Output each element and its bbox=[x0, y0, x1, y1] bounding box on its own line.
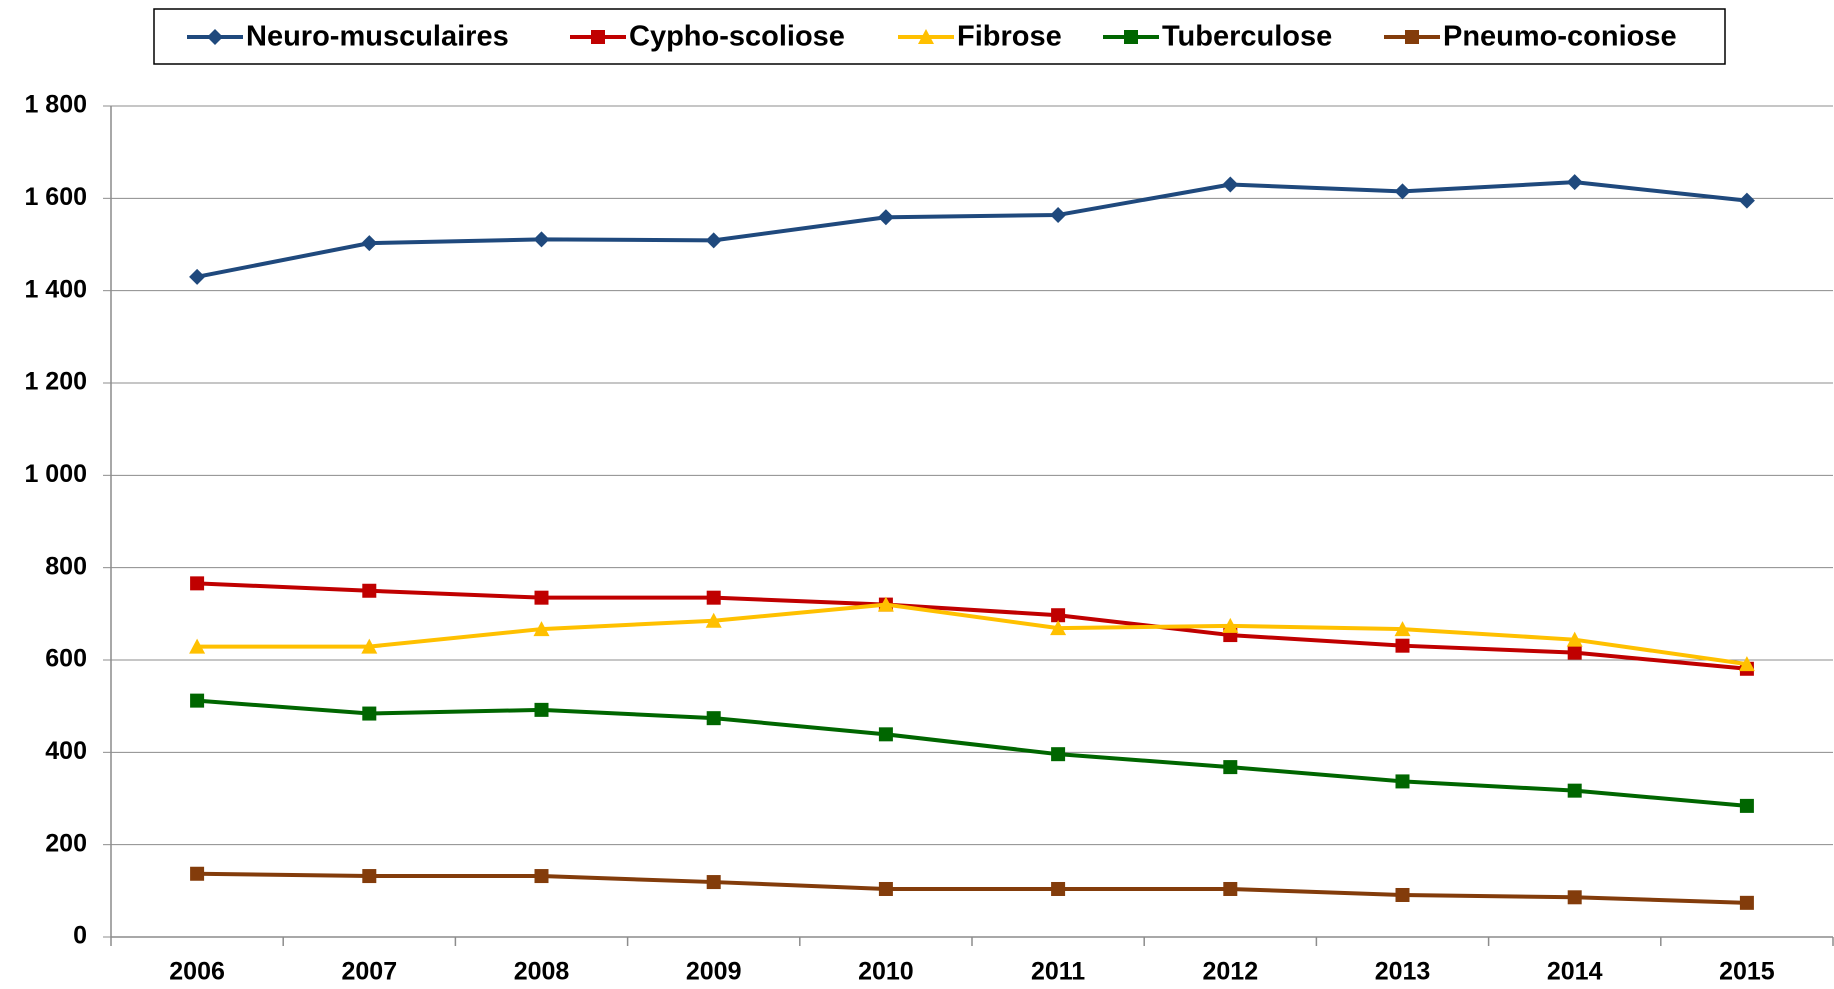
y-tick-label: 400 bbox=[45, 737, 87, 765]
data-point bbox=[1567, 890, 1582, 905]
data-point bbox=[1222, 176, 1239, 193]
x-tick-label: 2014 bbox=[1547, 958, 1603, 986]
x-tick-label: 2009 bbox=[686, 958, 742, 986]
data-point bbox=[1738, 192, 1755, 209]
data-point bbox=[1738, 656, 1755, 672]
series-line bbox=[196, 180, 1748, 279]
y-tick-label: 800 bbox=[45, 552, 87, 580]
data-point bbox=[706, 590, 721, 605]
data-point bbox=[877, 209, 894, 226]
data-point bbox=[362, 706, 377, 721]
data-point bbox=[1566, 631, 1583, 647]
series-line bbox=[197, 871, 1747, 905]
y-tick-label: 1 600 bbox=[24, 183, 87, 211]
y-tick-label: 1 400 bbox=[24, 275, 87, 303]
data-point bbox=[1394, 621, 1411, 637]
data-point bbox=[361, 638, 378, 654]
legend-label: Tuberculose bbox=[1162, 21, 1332, 53]
legend-marker bbox=[1124, 30, 1138, 44]
data-point bbox=[1566, 174, 1583, 191]
data-point bbox=[877, 596, 894, 612]
data-point bbox=[1223, 760, 1238, 775]
data-point bbox=[1050, 620, 1067, 636]
series-line bbox=[197, 602, 1748, 667]
data-point bbox=[1051, 747, 1066, 762]
data-point bbox=[1395, 638, 1410, 653]
data-point bbox=[362, 583, 377, 598]
data-point bbox=[534, 590, 549, 605]
series-line bbox=[196, 698, 1748, 808]
data-point bbox=[534, 702, 549, 717]
legend-marker bbox=[918, 29, 934, 44]
data-point bbox=[190, 866, 205, 881]
y-tick-label: 200 bbox=[45, 829, 87, 857]
legend-marker bbox=[591, 30, 605, 44]
x-tick-label: 2008 bbox=[514, 958, 570, 986]
x-tick-label: 2013 bbox=[1375, 958, 1431, 986]
y-tick-label: 1 800 bbox=[24, 91, 87, 119]
x-tick-label: 2010 bbox=[858, 958, 914, 986]
x-tick-label: 2007 bbox=[341, 958, 397, 986]
data-point bbox=[706, 711, 721, 726]
y-tick-label: 1 200 bbox=[24, 368, 87, 396]
series-line bbox=[197, 581, 1748, 671]
data-point bbox=[705, 232, 722, 249]
y-tick-label: 600 bbox=[45, 645, 87, 673]
data-point bbox=[533, 231, 550, 248]
legend-marker bbox=[207, 29, 223, 45]
data-point bbox=[1567, 783, 1582, 798]
legend-label: Neuro-musculaires bbox=[246, 21, 509, 53]
data-point bbox=[1394, 183, 1411, 200]
data-point bbox=[1051, 608, 1066, 623]
legend-label: Fibrose bbox=[957, 21, 1062, 53]
data-point bbox=[1050, 206, 1067, 223]
data-point bbox=[534, 869, 549, 884]
data-point bbox=[1739, 798, 1754, 813]
data-point bbox=[362, 869, 377, 884]
data-point bbox=[878, 881, 893, 896]
x-tick-label: 2015 bbox=[1719, 958, 1775, 986]
data-point bbox=[1223, 881, 1238, 896]
data-point bbox=[1739, 895, 1754, 910]
legend-label: Cypho-scoliose bbox=[629, 21, 845, 53]
data-point bbox=[189, 268, 206, 285]
data-point bbox=[1567, 645, 1582, 660]
legend-marker bbox=[1405, 30, 1419, 44]
data-point bbox=[706, 875, 721, 890]
x-tick-label: 2006 bbox=[169, 958, 225, 986]
x-tick-label: 2011 bbox=[1031, 958, 1085, 986]
x-tick-label: 2012 bbox=[1202, 958, 1258, 986]
data-point bbox=[190, 693, 205, 708]
data-point bbox=[1051, 881, 1066, 896]
data-point bbox=[1395, 774, 1410, 789]
data-point bbox=[1395, 887, 1410, 902]
data-point bbox=[533, 621, 550, 637]
y-tick-label: 0 bbox=[73, 922, 87, 950]
data-point bbox=[361, 235, 378, 252]
legend-label: Pneumo-coniose bbox=[1443, 21, 1677, 53]
data-point bbox=[190, 576, 205, 591]
data-point bbox=[1222, 617, 1239, 633]
y-tick-label: 1 000 bbox=[24, 460, 87, 488]
data-point bbox=[189, 638, 206, 654]
data-point bbox=[705, 612, 722, 628]
data-point bbox=[878, 727, 893, 742]
